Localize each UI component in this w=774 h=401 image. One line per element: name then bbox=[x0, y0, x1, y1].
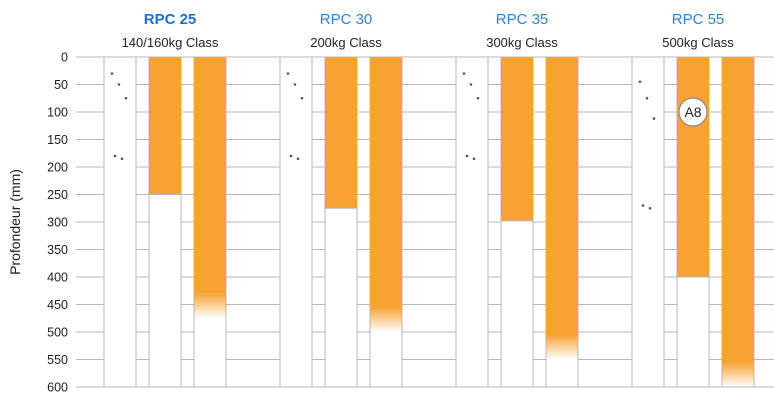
scatter-dot bbox=[300, 96, 304, 100]
group-title: RPC 35 bbox=[496, 11, 549, 28]
group-title: RPC 30 bbox=[320, 11, 373, 28]
y-axis-label: Profondeur (mm) bbox=[7, 169, 23, 275]
depth-bar-fade bbox=[722, 362, 754, 387]
group-subtitle: 140/160kg Class bbox=[122, 35, 219, 50]
y-tick-label: 300 bbox=[47, 216, 68, 230]
scatter-dot bbox=[117, 83, 121, 86]
scatter-dot bbox=[472, 157, 476, 161]
depth-bar-fade bbox=[546, 334, 578, 360]
group-subtitle: 300kg Class bbox=[486, 35, 558, 50]
scatter-dot bbox=[652, 117, 656, 120]
depth-bar-fade bbox=[194, 293, 226, 319]
scatter-dot bbox=[648, 206, 652, 210]
y-tick-label: 600 bbox=[47, 381, 68, 395]
scatter-dot bbox=[110, 72, 114, 75]
y-tick-label: 150 bbox=[47, 133, 68, 147]
scatter-dot bbox=[120, 157, 124, 161]
dots-column bbox=[103, 56, 137, 388]
scatter-dot bbox=[476, 96, 480, 100]
annotation-badge bbox=[678, 97, 708, 127]
y-tick-label: 50 bbox=[54, 78, 68, 92]
scatter-dot bbox=[462, 72, 466, 75]
depth-bar bbox=[501, 57, 533, 221]
y-tick-label: 450 bbox=[47, 298, 68, 312]
dots-column bbox=[631, 56, 665, 388]
scatter-dot bbox=[469, 83, 473, 86]
y-tick-label: 350 bbox=[47, 243, 68, 257]
y-tick-label: 0 bbox=[61, 51, 68, 65]
group-subtitle: 200kg Class bbox=[310, 35, 382, 50]
scatter-dot bbox=[286, 72, 290, 75]
dots-column bbox=[455, 56, 489, 388]
y-tick-label: 100 bbox=[47, 106, 68, 120]
group-title: RPC 55 bbox=[672, 11, 725, 28]
scatter-dot bbox=[293, 83, 297, 86]
y-tick-label: 250 bbox=[47, 188, 68, 202]
depth-bar bbox=[677, 57, 709, 277]
group-subtitle: 500kg Class bbox=[662, 35, 734, 50]
depth-bar bbox=[325, 57, 357, 209]
scatter-dot bbox=[465, 154, 469, 158]
y-tick-label: 400 bbox=[47, 271, 68, 285]
group-title: RPC 25 bbox=[144, 11, 197, 28]
depth-bar bbox=[546, 57, 578, 335]
depth-bar bbox=[722, 57, 754, 362]
depth-bar bbox=[370, 57, 402, 307]
y-tick-label: 550 bbox=[47, 353, 68, 367]
depth-bar-fade bbox=[370, 307, 402, 332]
depth-bar bbox=[149, 57, 181, 195]
scatter-dot bbox=[645, 96, 649, 100]
scatter-dot bbox=[296, 157, 300, 161]
scatter-dot bbox=[641, 204, 645, 207]
scatter-dot bbox=[113, 154, 117, 158]
scatter-dot bbox=[289, 154, 293, 158]
scatter-dot bbox=[638, 80, 642, 84]
dots-column bbox=[279, 56, 313, 388]
y-tick-label: 200 bbox=[47, 161, 68, 175]
scatter-dot bbox=[124, 96, 128, 100]
y-tick-label: 500 bbox=[47, 326, 68, 340]
depth-bar bbox=[194, 57, 226, 294]
annotation-label: A8 bbox=[684, 104, 701, 120]
